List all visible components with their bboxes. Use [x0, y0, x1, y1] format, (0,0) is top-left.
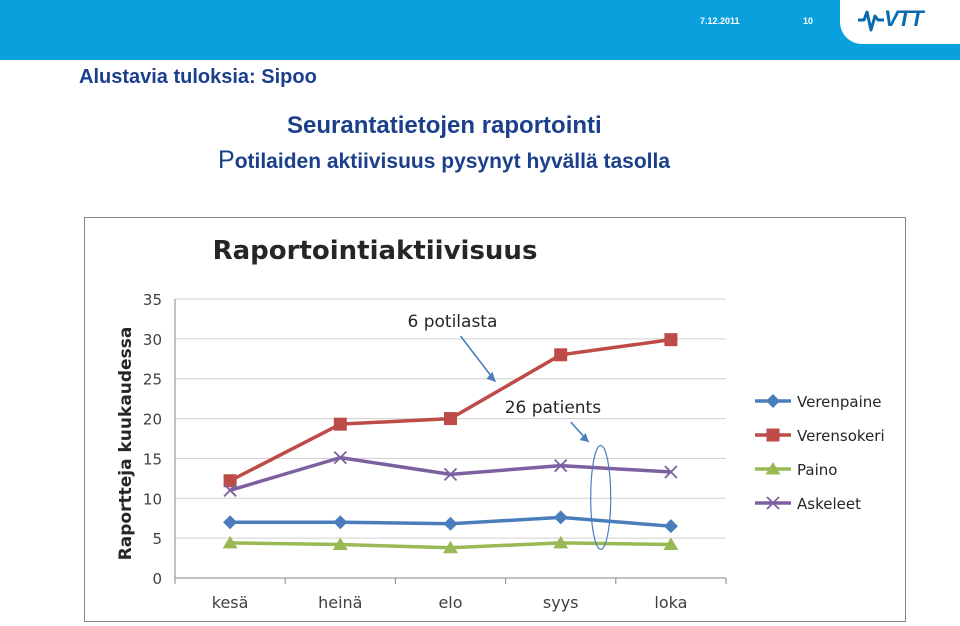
data-point-paino: [332, 537, 348, 551]
data-point-paino: [663, 537, 679, 551]
date-label: 7.12.2011: [700, 16, 740, 26]
legend-label-verensokeri: Verensokeri: [797, 427, 885, 445]
data-point-verensokeri: [554, 348, 568, 362]
heading-secondary: Potilaiden aktiivisuus pysynyt hyvällä t…: [218, 146, 670, 175]
y-tick-label: 0: [152, 570, 162, 588]
heading-primary: Seurantatietojen raportointi: [287, 112, 602, 139]
legend-marker-verenpaine: [766, 394, 780, 408]
header-bar: 7.12.2011 10 VTT: [0, 0, 960, 60]
legend-marker-paino: [765, 462, 781, 475]
data-point-askeleet-stroke: [554, 458, 568, 473]
series-line-verensokeri: [229, 337, 672, 483]
data-point-verensokeri: [223, 474, 237, 488]
data-point-verenpaine: [663, 519, 678, 534]
data-point-verenpaine: [553, 510, 568, 525]
data-point-verensokeri: [664, 333, 678, 347]
x-tick-label: heinä: [318, 593, 362, 612]
data-point-askeleet: [223, 483, 237, 497]
legend-label-paino: Paino: [797, 461, 837, 479]
data-point-askeleet: [333, 450, 347, 465]
x-tick-label: loka: [654, 593, 687, 612]
y-tick-label: 30: [143, 331, 162, 349]
data-point-askeleet-stroke: [443, 467, 458, 482]
data-point-paino: [553, 535, 569, 549]
data-point-verenpaine: [223, 515, 238, 530]
y-tick-label: 15: [143, 450, 162, 468]
data-point-askeleet-stroke: [223, 483, 237, 497]
page-number: 10: [803, 16, 814, 26]
annotation2-arrow-head: [579, 433, 589, 442]
heading-secondary-text: otilaiden aktiivisuus pysynyt hyvällä ta…: [234, 150, 671, 173]
vtt-logo: VTT: [840, 0, 960, 44]
data-point-paino: [443, 540, 458, 554]
x-tick-label: kesä: [212, 593, 249, 612]
data-point-askeleet-stroke: [664, 465, 678, 479]
data-point-paino: [222, 535, 238, 549]
x-tick-label: elo: [438, 593, 462, 612]
data-point-askeleet: [664, 465, 678, 479]
legend-marker-askeleet: [766, 496, 780, 510]
data-point-verenpaine: [443, 516, 458, 531]
chart-frame: Raportointiaktiivisuus 0 5 10 15 20 25 30 35 kes…: [84, 217, 906, 622]
x-tick-label: syys: [543, 593, 579, 612]
annotation-arrow-head: [486, 371, 496, 382]
y-tick-label: 5: [152, 530, 162, 548]
data-point-verensokeri: [333, 417, 347, 431]
vtt-logo-wave-icon: [858, 10, 884, 32]
slide-title: Alustavia tuloksia: Sipoo: [79, 66, 317, 88]
line-chart: 0 5 10 15 20 25 30 35 kesä heinä elo syys loka Raport…: [116, 291, 885, 612]
highlight-ellipse: [590, 444, 612, 551]
y-axis-label: Raportteja kuukaudessa: [116, 327, 136, 561]
annotation-26-patients: 26 patients: [505, 398, 602, 418]
legend-marker-verensokeri: [766, 428, 780, 442]
chart-title: Raportointiaktiivisuus: [212, 236, 538, 266]
heading-secondary-initial: P: [218, 146, 235, 174]
vtt-logo-text: VTT: [884, 6, 924, 31]
data-point-verenpaine: [333, 515, 348, 530]
data-point-askeleet: [443, 467, 458, 482]
y-tick-label: 20: [143, 411, 162, 429]
annotation-arrow-line: [459, 335, 497, 383]
legend-marker-askeleet-stroke: [766, 496, 780, 510]
legend-label-verenpaine: Verenpaine: [797, 393, 882, 411]
y-tick-label: 25: [143, 371, 162, 389]
y-tick-label: 10: [143, 490, 162, 508]
legend-label-askeleet: Askeleet: [797, 495, 861, 513]
annotation-6-potilasta: 6 potilasta: [408, 312, 498, 332]
data-point-askeleet: [554, 458, 568, 473]
data-point-verensokeri: [444, 412, 457, 426]
y-tick-label: 35: [143, 291, 162, 309]
data-point-askeleet-stroke: [333, 450, 347, 465]
